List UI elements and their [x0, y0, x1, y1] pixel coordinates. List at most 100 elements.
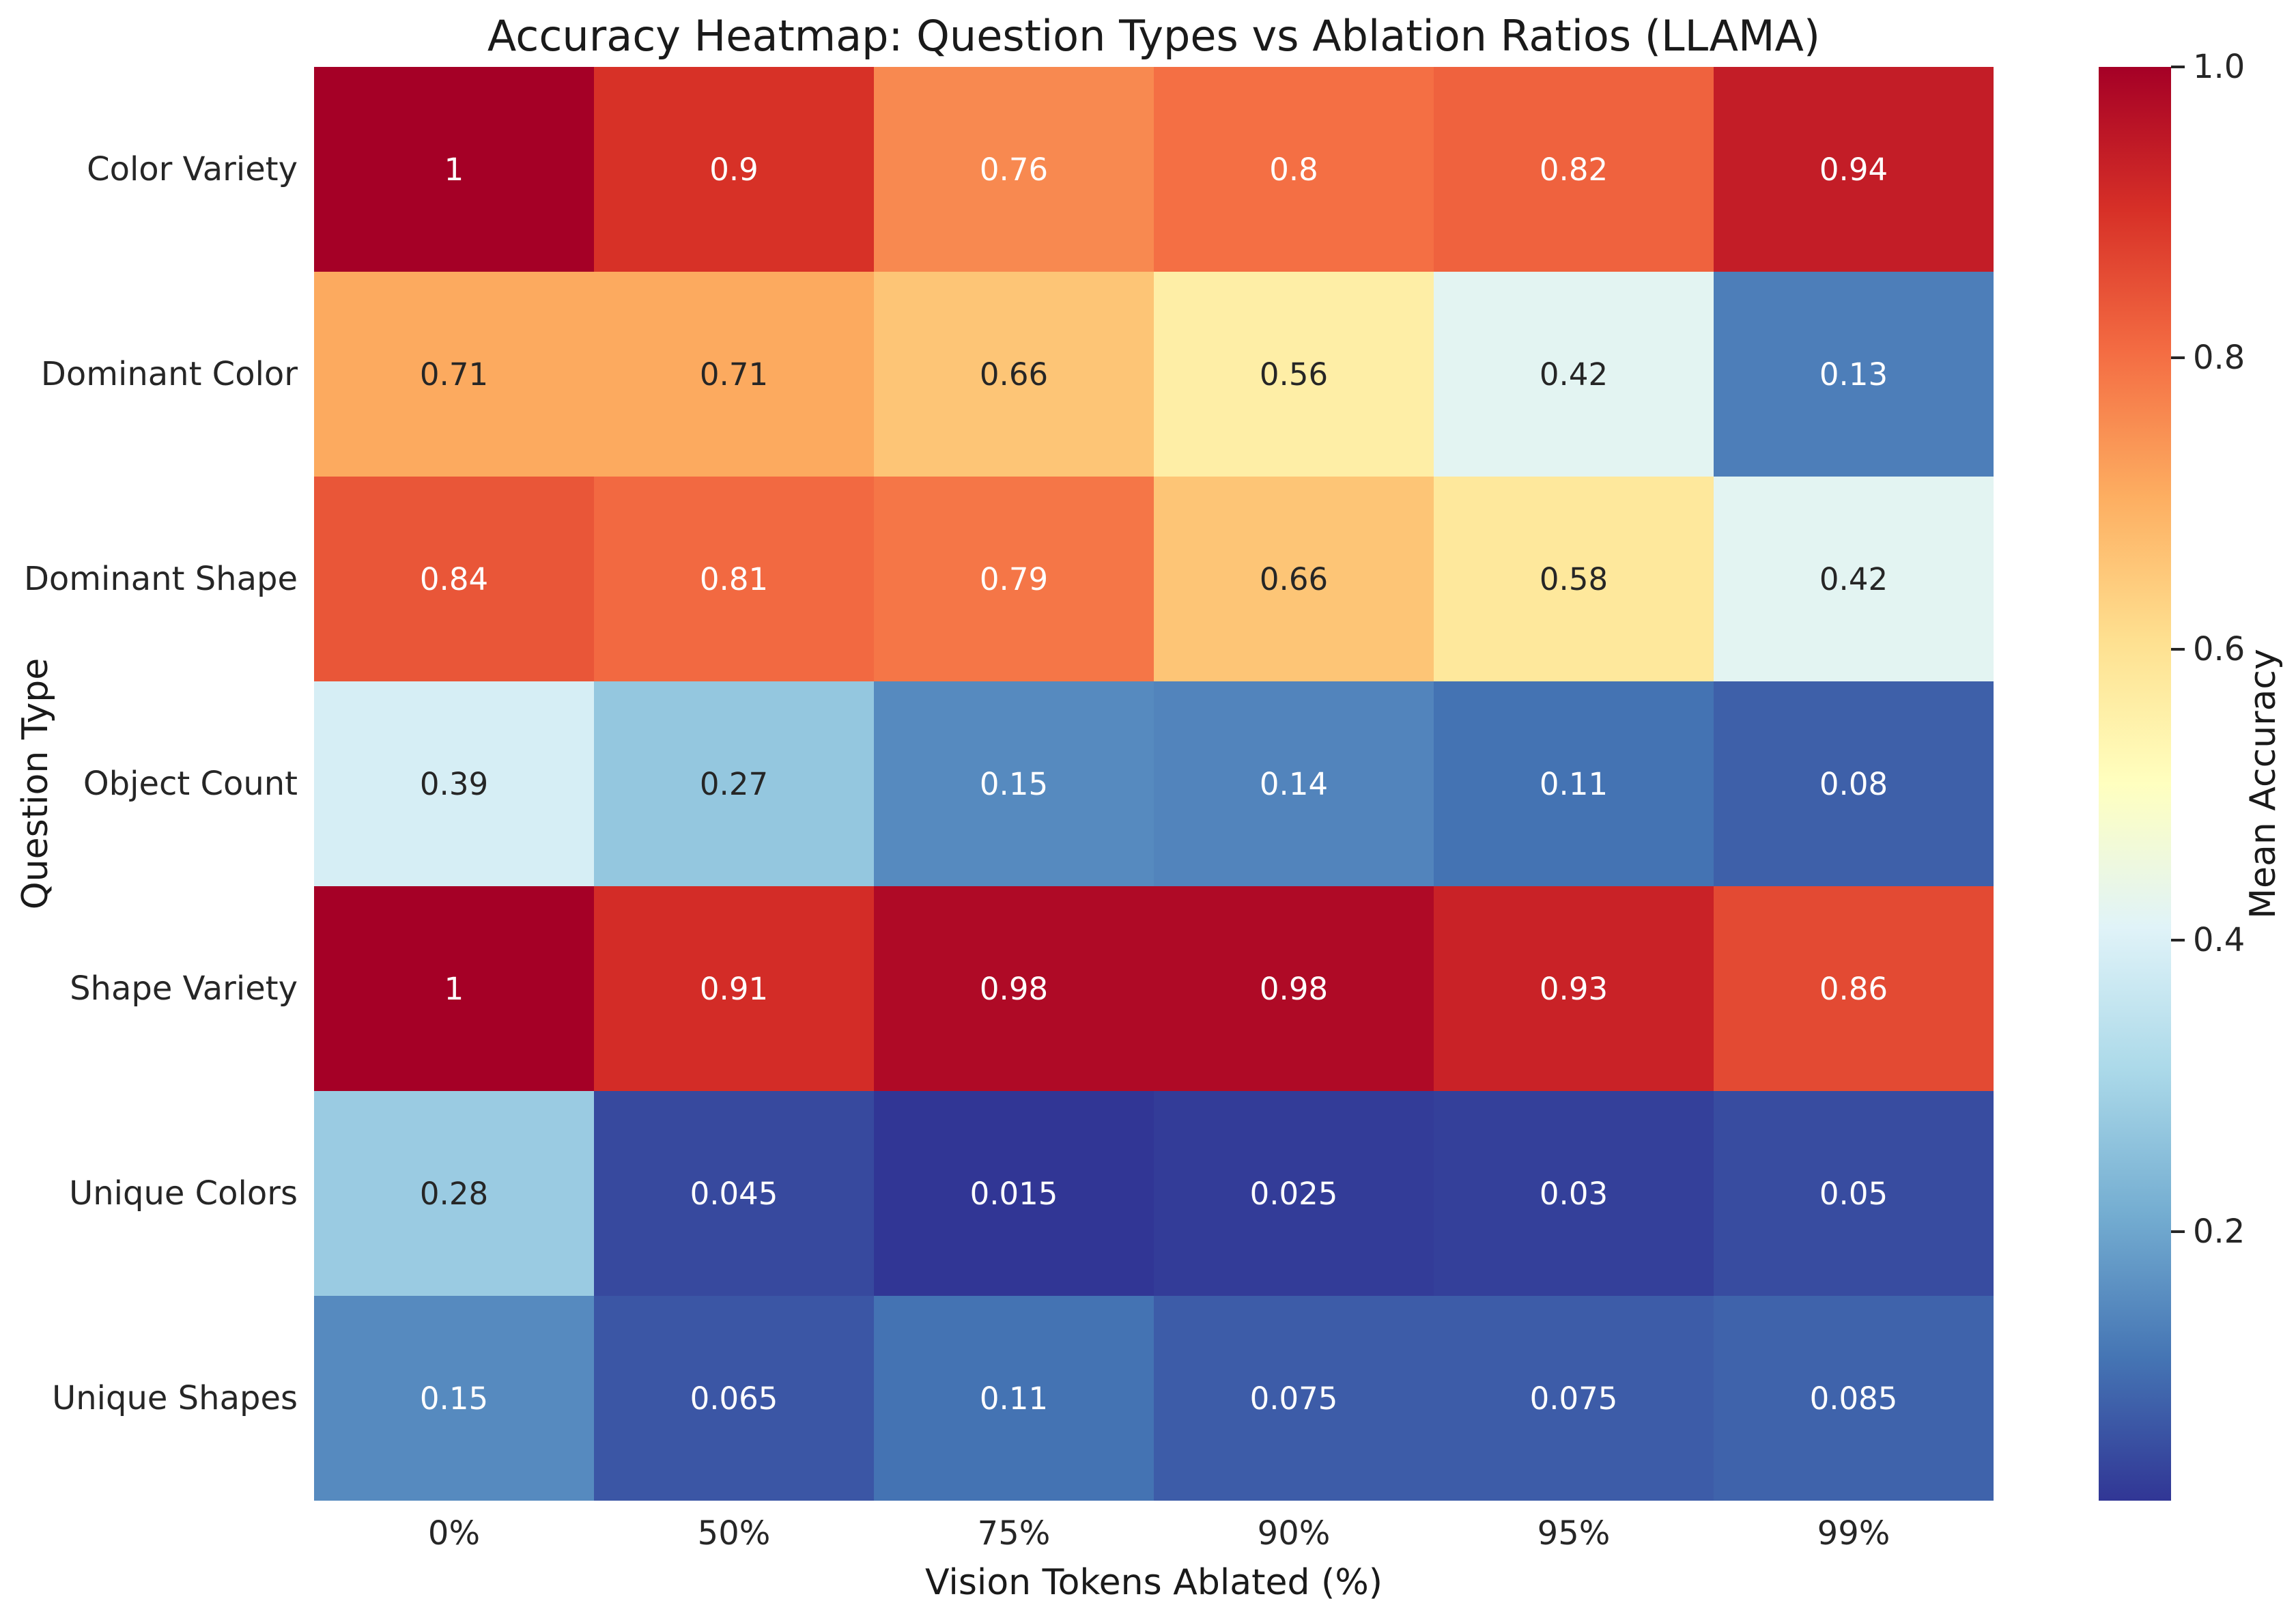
- x-tick-label: 50%: [697, 1514, 771, 1553]
- cell-value: 0.76: [979, 151, 1049, 188]
- heatmap-cell: 0.085: [1714, 1296, 1994, 1501]
- heatmap-cell: 0.11: [1434, 681, 1714, 886]
- y-tick-label: Shape Variety: [70, 969, 298, 1008]
- cell-value: 0.71: [419, 356, 489, 393]
- heatmap-cell: 0.025: [1154, 1091, 1434, 1296]
- colorbar-tick-label: 0.2: [2193, 1212, 2245, 1251]
- heatmap-cell: 0.91: [594, 886, 874, 1091]
- heatmap-cell: 0.15: [314, 1296, 594, 1501]
- heatmap-cell: 0.8: [1154, 67, 1434, 272]
- heatmap-cell: 0.045: [594, 1091, 874, 1296]
- heatmap-cell: 0.98: [874, 886, 1154, 1091]
- heatmap-cell: 0.9: [594, 67, 874, 272]
- cell-value: 0.71: [699, 356, 769, 393]
- colorbar-tick-label: 0.8: [2193, 339, 2245, 378]
- colorbar-label: Mean Accuracy: [2243, 649, 2284, 919]
- heatmap-cell: 0.42: [1714, 477, 1994, 681]
- cell-value: 0.045: [690, 1175, 778, 1212]
- cell-value: 0.86: [1819, 970, 1888, 1007]
- x-tick-label: 90%: [1257, 1514, 1331, 1553]
- heatmap-cell: 1: [314, 886, 594, 1091]
- heatmap-cell: 0.015: [874, 1091, 1154, 1296]
- chart-title: Accuracy Heatmap: Question Types vs Abla…: [487, 11, 1821, 61]
- cell-value: 0.82: [1539, 151, 1608, 188]
- colorbar-tick-mark: [2171, 1230, 2185, 1233]
- cell-value: 0.13: [1819, 356, 1888, 393]
- cell-value: 0.085: [1809, 1380, 1898, 1417]
- colorbar-tick-label: 1.0: [2193, 48, 2245, 86]
- colorbar-tick-label: 0.4: [2193, 921, 2245, 960]
- heatmap-cell: 0.13: [1714, 272, 1994, 477]
- colorbar-tick-label: 0.6: [2193, 629, 2245, 668]
- heatmap-cell: 0.86: [1714, 886, 1994, 1091]
- cell-value: 0.58: [1539, 561, 1608, 597]
- cell-value: 1: [444, 151, 464, 188]
- cell-value: 0.81: [699, 561, 769, 597]
- x-tick-label: 75%: [977, 1514, 1051, 1553]
- cell-value: 0.56: [1259, 356, 1329, 393]
- cell-value: 0.98: [979, 970, 1049, 1007]
- y-tick-label: Unique Shapes: [52, 1379, 298, 1417]
- cell-value: 0.42: [1539, 356, 1608, 393]
- y-tick-label: Dominant Color: [40, 355, 298, 393]
- heatmap-cell: 0.93: [1434, 886, 1714, 1091]
- heatmap-cell: 0.98: [1154, 886, 1434, 1091]
- heatmap-cell: 1: [314, 67, 594, 272]
- colorbar-gradient: [2099, 67, 2171, 1501]
- y-tick-label: Dominant Shape: [23, 560, 298, 598]
- heatmap-cell: 0.28: [314, 1091, 594, 1296]
- cell-value: 0.015: [969, 1175, 1058, 1212]
- heatmap-cell: 0.84: [314, 477, 594, 681]
- heatmap-cell: 0.11: [874, 1296, 1154, 1501]
- cell-value: 0.05: [1819, 1175, 1888, 1212]
- y-tick-label: Object Count: [83, 765, 298, 803]
- cell-value: 0.27: [699, 765, 769, 802]
- x-axis-label: Vision Tokens Ablated (%): [924, 1562, 1383, 1603]
- y-tick-label: Color Variety: [87, 150, 298, 188]
- cell-value: 0.8: [1269, 151, 1318, 188]
- cell-value: 1: [444, 970, 464, 1007]
- heatmap-cell: 0.08: [1714, 681, 1994, 886]
- heatmap-cell: 0.39: [314, 681, 594, 886]
- cell-value: 0.66: [1259, 561, 1329, 597]
- heatmap-cell: 0.03: [1434, 1091, 1714, 1296]
- heatmap-cell: 0.075: [1154, 1296, 1434, 1501]
- cell-value: 0.93: [1539, 970, 1608, 1007]
- heatmap-cell: 0.81: [594, 477, 874, 681]
- cell-value: 0.79: [979, 561, 1049, 597]
- cell-value: 0.11: [1539, 765, 1608, 802]
- heatmap-cell: 0.94: [1714, 67, 1994, 272]
- heatmap-grid: 1 0.9 0.76 0.8 0.82 0.94 0.71 0.71 0.66 0.56 0.42 0…: [314, 67, 1994, 1501]
- heatmap-cell: 0.14: [1154, 681, 1434, 886]
- colorbar-tick-mark: [2171, 939, 2185, 942]
- heatmap-cell: 0.76: [874, 67, 1154, 272]
- cell-value: 0.9: [709, 151, 759, 188]
- x-tick-label: 95%: [1537, 1514, 1611, 1553]
- heatmap-cell: 0.56: [1154, 272, 1434, 477]
- cell-value: 0.98: [1259, 970, 1329, 1007]
- colorbar-tick-mark: [2171, 66, 2185, 68]
- cell-value: 0.15: [979, 765, 1049, 802]
- cell-value: 0.15: [419, 1380, 489, 1417]
- colorbar-tick-mark: [2171, 647, 2185, 651]
- cell-value: 0.14: [1259, 765, 1329, 802]
- cell-value: 0.025: [1249, 1175, 1338, 1212]
- heatmap-cell: 0.075: [1434, 1296, 1714, 1501]
- cell-value: 0.39: [419, 765, 489, 802]
- cell-value: 0.11: [979, 1380, 1049, 1417]
- cell-value: 0.03: [1539, 1175, 1608, 1212]
- colorbar-tick-mark: [2171, 356, 2185, 360]
- heatmap-cell: 0.82: [1434, 67, 1714, 272]
- cell-value: 0.075: [1529, 1380, 1618, 1417]
- y-tick-label: Unique Colors: [69, 1174, 298, 1213]
- cell-value: 0.66: [979, 356, 1049, 393]
- cell-value: 0.91: [699, 970, 769, 1007]
- cell-value: 0.84: [419, 561, 489, 597]
- heatmap-cell: 0.42: [1434, 272, 1714, 477]
- cell-value: 0.08: [1819, 765, 1888, 802]
- x-tick-label: 99%: [1817, 1514, 1890, 1553]
- cell-value: 0.28: [419, 1175, 489, 1212]
- heatmap-cell: 0.66: [1154, 477, 1434, 681]
- cell-value: 0.42: [1819, 561, 1888, 597]
